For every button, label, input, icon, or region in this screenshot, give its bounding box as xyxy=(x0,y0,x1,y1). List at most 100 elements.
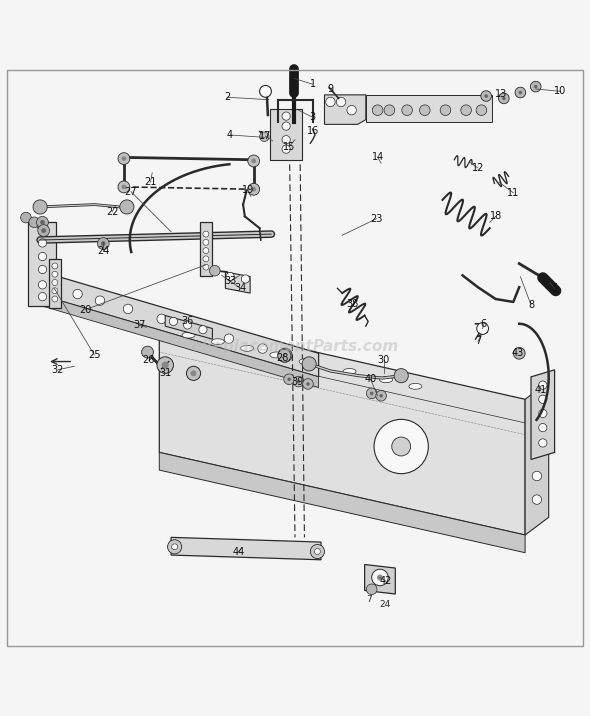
Text: eReplacementParts.com: eReplacementParts.com xyxy=(191,339,399,354)
Text: 4: 4 xyxy=(227,130,233,140)
Circle shape xyxy=(118,153,130,165)
Circle shape xyxy=(203,256,209,262)
Text: 26: 26 xyxy=(143,355,155,365)
Circle shape xyxy=(38,252,47,261)
Circle shape xyxy=(260,132,269,142)
Circle shape xyxy=(297,379,300,383)
Circle shape xyxy=(419,105,430,115)
Circle shape xyxy=(162,362,169,369)
Text: 33: 33 xyxy=(224,276,236,286)
Circle shape xyxy=(366,584,377,594)
Circle shape xyxy=(118,181,130,193)
Circle shape xyxy=(370,392,373,395)
Circle shape xyxy=(38,225,50,236)
Circle shape xyxy=(377,574,383,581)
Text: 42: 42 xyxy=(380,576,392,586)
Circle shape xyxy=(224,334,234,344)
Circle shape xyxy=(168,540,182,554)
Text: 22: 22 xyxy=(106,207,119,217)
Ellipse shape xyxy=(182,332,195,338)
Text: 43: 43 xyxy=(512,348,524,358)
Circle shape xyxy=(258,344,267,353)
Text: 7: 7 xyxy=(475,337,481,347)
Circle shape xyxy=(303,379,313,390)
Circle shape xyxy=(52,288,58,294)
Circle shape xyxy=(302,357,316,371)
Circle shape xyxy=(515,87,526,98)
Circle shape xyxy=(477,323,489,334)
Circle shape xyxy=(38,228,47,236)
Circle shape xyxy=(120,200,134,214)
Circle shape xyxy=(157,314,166,324)
Circle shape xyxy=(394,369,408,383)
Circle shape xyxy=(52,296,58,302)
Text: 14: 14 xyxy=(372,153,384,163)
Text: 44: 44 xyxy=(232,546,244,556)
Circle shape xyxy=(50,283,60,292)
Circle shape xyxy=(476,105,487,115)
Circle shape xyxy=(157,357,173,373)
Circle shape xyxy=(372,105,383,115)
Circle shape xyxy=(440,105,451,115)
Ellipse shape xyxy=(379,377,392,382)
Circle shape xyxy=(282,122,290,130)
Circle shape xyxy=(532,442,542,451)
Circle shape xyxy=(29,217,40,228)
Text: 5: 5 xyxy=(552,284,558,294)
Circle shape xyxy=(52,271,58,277)
Circle shape xyxy=(306,382,310,386)
Text: 34: 34 xyxy=(235,284,247,294)
Circle shape xyxy=(226,273,234,281)
Text: 10: 10 xyxy=(555,87,566,97)
Circle shape xyxy=(287,377,291,381)
Circle shape xyxy=(123,304,133,314)
Circle shape xyxy=(241,275,250,283)
Circle shape xyxy=(481,91,491,102)
Polygon shape xyxy=(365,564,395,594)
Circle shape xyxy=(248,155,260,167)
Text: 12: 12 xyxy=(472,163,484,173)
Circle shape xyxy=(282,145,290,153)
Circle shape xyxy=(284,374,294,384)
Circle shape xyxy=(142,347,153,358)
Circle shape xyxy=(384,105,395,115)
Circle shape xyxy=(532,471,542,480)
Circle shape xyxy=(183,321,192,329)
Text: 16: 16 xyxy=(307,127,319,137)
Circle shape xyxy=(530,82,541,92)
Circle shape xyxy=(278,349,291,362)
Polygon shape xyxy=(270,109,302,160)
Circle shape xyxy=(251,158,256,163)
Circle shape xyxy=(392,437,411,456)
Text: 38: 38 xyxy=(347,299,359,309)
Circle shape xyxy=(347,105,356,115)
Polygon shape xyxy=(525,382,549,535)
Text: 13: 13 xyxy=(496,89,507,99)
Circle shape xyxy=(37,221,48,231)
Polygon shape xyxy=(324,95,366,125)
Text: 24: 24 xyxy=(97,246,109,256)
Polygon shape xyxy=(171,538,321,560)
Circle shape xyxy=(172,544,178,550)
Polygon shape xyxy=(165,316,212,339)
Circle shape xyxy=(203,248,209,253)
Text: 2: 2 xyxy=(224,92,230,102)
Circle shape xyxy=(484,95,488,98)
Circle shape xyxy=(191,324,200,334)
Text: 41: 41 xyxy=(535,385,546,395)
Circle shape xyxy=(186,367,201,380)
Circle shape xyxy=(534,84,537,88)
Circle shape xyxy=(539,381,547,390)
Text: 31: 31 xyxy=(159,368,171,378)
Circle shape xyxy=(203,239,209,246)
Circle shape xyxy=(37,216,48,228)
Text: 9: 9 xyxy=(327,84,333,94)
Circle shape xyxy=(326,97,335,107)
Circle shape xyxy=(38,266,47,274)
Text: 37: 37 xyxy=(133,320,145,330)
Text: 28: 28 xyxy=(276,353,288,363)
Circle shape xyxy=(40,220,45,225)
Text: 1: 1 xyxy=(310,79,316,90)
Circle shape xyxy=(513,347,525,359)
Ellipse shape xyxy=(241,345,254,352)
